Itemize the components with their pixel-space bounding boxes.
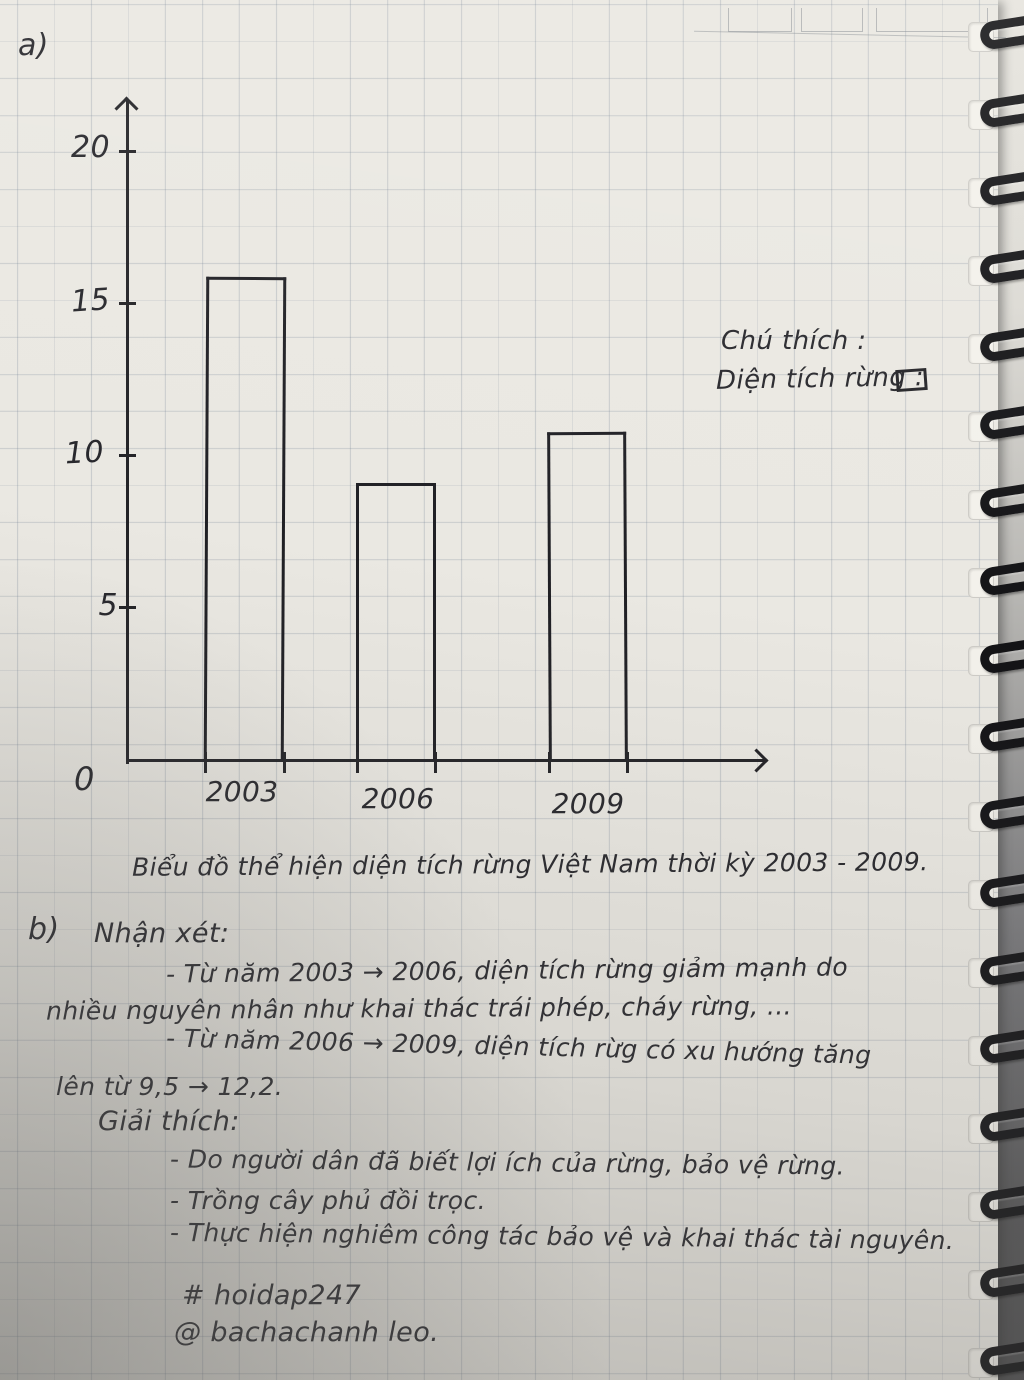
legend-rectangle-icon — [895, 367, 928, 393]
y-tick-label: 10 — [64, 434, 105, 472]
x-tick — [626, 752, 629, 773]
part-a-label: a) — [18, 28, 49, 63]
x-axis-arrow-icon — [744, 748, 769, 773]
legend-entry-label: Diện tích rừng : — [715, 362, 925, 396]
y-tick-label: 15 — [69, 282, 112, 320]
chart-caption: Biểu đồ thể hiện diện tích rừng Việt Nam… — [131, 847, 929, 882]
legend-title: Chú thích : — [721, 326, 867, 356]
note-subheading: Giải thích: — [98, 1106, 240, 1137]
x-tick — [356, 752, 359, 773]
note-line: nhiều nguyên nhân như khai thác trái phé… — [45, 991, 793, 1026]
y-tick — [119, 302, 136, 305]
x-tick — [204, 752, 207, 773]
x-tick-label: 2006 — [361, 782, 435, 815]
x-axis — [126, 759, 766, 762]
page-behind-tab — [801, 8, 863, 32]
bar-2003 — [203, 276, 287, 761]
note-line: lên từ 9,5 → 12,2. — [56, 1072, 284, 1101]
y-tick-label: 20 — [71, 130, 110, 165]
y-tick — [119, 150, 136, 153]
y-axis — [126, 100, 129, 764]
hashtag-text: # hoidap247 — [182, 1280, 362, 1311]
note-line: - Từ năm 2003 → 2006, diện tích rừng giả… — [165, 952, 849, 989]
note-line: - Từ năm 2006 → 2009, diện tích rừg có x… — [165, 1023, 872, 1070]
y-tick — [119, 606, 136, 609]
bar-2006 — [356, 483, 436, 760]
origin-label: 0 — [74, 760, 95, 798]
part-b-label: b) — [28, 912, 60, 947]
y-tick — [119, 454, 136, 457]
note-line: - Do người dân đã biết lợi ích của rừng,… — [169, 1144, 846, 1181]
handle-text: @ bachachanh leo. — [174, 1317, 440, 1348]
note-line: - Thực hiện nghiêm công tác bảo vệ và kh… — [169, 1217, 955, 1256]
y-tick-label: 5 — [98, 588, 118, 623]
x-tick — [283, 752, 286, 773]
page-behind-tab — [728, 8, 792, 32]
x-tick — [548, 752, 551, 773]
x-tick-label: 2009 — [551, 787, 625, 820]
page-behind-tab — [876, 8, 988, 32]
x-tick — [434, 752, 437, 773]
note-line: - Trồng cây phủ đồi trọc. — [170, 1186, 486, 1215]
x-tick-label: 2003 — [205, 775, 279, 808]
bar-2009 — [547, 431, 628, 761]
section-b-title: Nhận xét: — [94, 918, 230, 949]
y-axis-arrow-icon — [114, 96, 139, 121]
